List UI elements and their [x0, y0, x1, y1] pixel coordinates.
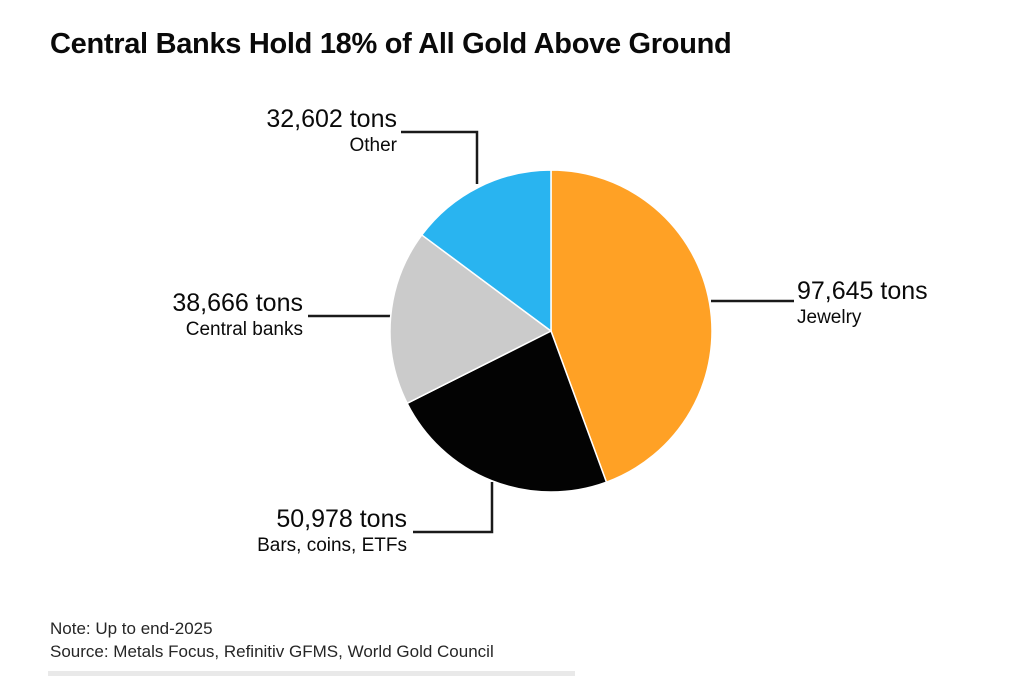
pie-slice-central-banks	[389, 234, 552, 405]
pie-slice-bars-coins-etfs	[406, 330, 608, 493]
chart-title: Central Banks Hold 18% of All Gold Above…	[50, 28, 732, 60]
slice-label-other: 32,602 tons Other	[147, 104, 397, 158]
slice-category-central-banks: Central banks	[185, 319, 303, 340]
slice-value-other: 32,602 tons	[266, 105, 397, 133]
connector-line-other	[401, 130, 479, 184]
slice-label-central-banks: 38,666 tons Central banks	[53, 288, 303, 342]
slice-category-jewelry: Jewelry	[797, 307, 862, 328]
bottom-divider-remnant	[48, 671, 575, 676]
pie-slice-jewelry	[550, 169, 713, 483]
connector-line-bars-coins-etfs	[413, 482, 494, 534]
connector-lines	[308, 130, 794, 534]
footnote-block: Note: Up to end-2025 Source: Metals Focu…	[50, 617, 494, 663]
slice-label-jewelry: 97,645 tons Jewelry	[797, 276, 1024, 330]
slice-category-other: Other	[349, 135, 397, 156]
pie-slice-other	[421, 169, 552, 332]
note-text: Note: Up to end-2025	[50, 619, 213, 638]
pie-slices	[389, 169, 713, 493]
slice-label-bars-coins-etfs: 50,978 tons Bars, coins, ETFs	[157, 504, 407, 558]
source-text: Source: Metals Focus, Refinitiv GFMS, Wo…	[50, 642, 494, 661]
slice-value-jewelry: 97,645 tons	[797, 277, 928, 305]
slice-category-bars-coins-etfs: Bars, coins, ETFs	[257, 535, 407, 556]
slice-value-central-banks: 38,666 tons	[172, 289, 303, 317]
slice-value-bars-coins-etfs: 50,978 tons	[276, 505, 407, 533]
